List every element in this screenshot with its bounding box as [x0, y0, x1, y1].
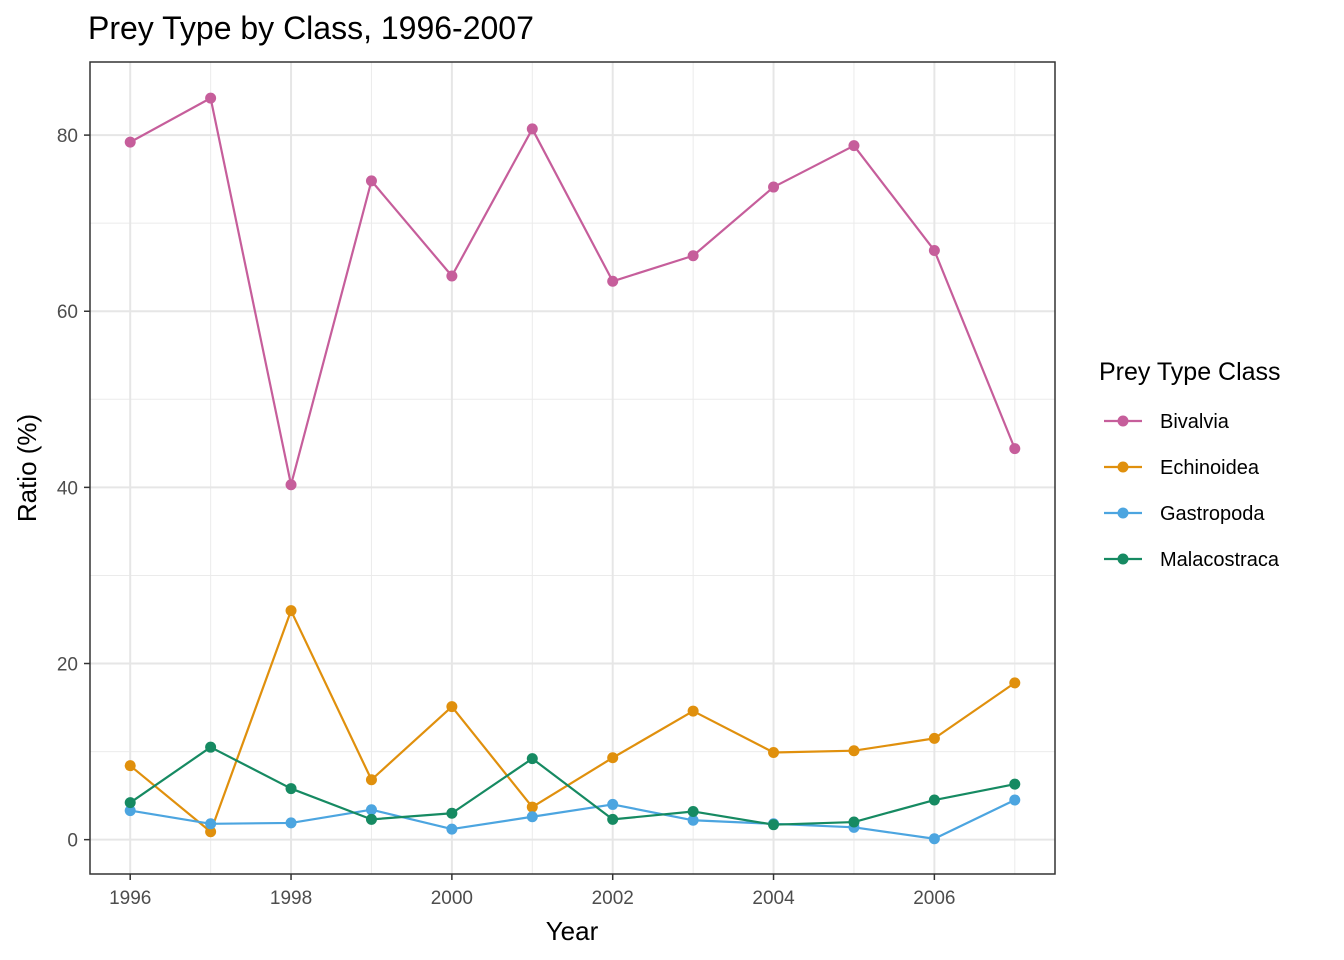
data-point-echinoidea	[928, 732, 940, 744]
series-line-gastropoda	[130, 799, 1016, 840]
data-point-gastropoda	[687, 814, 699, 826]
y-tick-label: 0	[67, 831, 78, 852]
legend-key-point-echinoidea	[1117, 461, 1129, 473]
data-point-echinoidea	[365, 774, 377, 786]
y-axis-title: Ratio (%)	[12, 414, 42, 522]
data-point-malacostraca	[526, 753, 538, 765]
data-point-bivalvia	[848, 140, 860, 152]
x-tick-label: 2000	[431, 888, 473, 909]
data-point-malacostraca	[285, 783, 297, 795]
panel-background	[90, 62, 1055, 874]
x-tick-label: 2006	[913, 888, 955, 909]
data-point-bivalvia	[205, 92, 217, 104]
data-point-malacostraca	[124, 797, 136, 809]
data-point-bivalvia	[124, 136, 136, 148]
y-tick-label: 80	[57, 126, 78, 147]
data-point-echinoidea	[848, 745, 860, 757]
data-point-malacostraca	[205, 741, 217, 753]
data-point-echinoidea	[607, 752, 619, 764]
data-point-gastropoda	[365, 804, 377, 816]
data-point-bivalvia	[607, 275, 619, 287]
data-point-echinoidea	[285, 605, 297, 617]
data-point-malacostraca	[607, 813, 619, 825]
legend: Prey Type Class Bivalvia Echinoidea Gastro…	[1099, 358, 1281, 571]
panel-border	[89, 61, 1056, 875]
series-line-bivalvia	[129, 97, 1016, 486]
series-line-echinoidea	[129, 609, 1016, 833]
x-tick-label: 2002	[592, 888, 634, 909]
data-point-echinoidea	[1009, 677, 1021, 689]
x-axis-title: Year	[546, 916, 599, 946]
data-point-gastropoda	[285, 817, 297, 829]
data-point-echinoidea	[446, 701, 458, 713]
data-point-bivalvia	[1009, 443, 1021, 455]
data-point-malacostraca	[768, 819, 780, 831]
data-point-malacostraca	[848, 816, 860, 828]
data-point-bivalvia	[446, 270, 458, 282]
legend-label-malacostraca: Malacostraca	[1160, 549, 1280, 571]
data-point-echinoidea	[526, 801, 538, 813]
legend-title: Prey Type Class	[1099, 358, 1281, 386]
y-tick-label: 60	[57, 302, 78, 323]
data-point-gastropoda	[124, 805, 136, 817]
data-point-malacostraca	[446, 807, 458, 819]
chart-title: Prey Type by Class, 1996-2007	[88, 10, 534, 46]
data-point-bivalvia	[365, 175, 377, 187]
data-point-malacostraca	[1009, 778, 1021, 790]
data-point-bivalvia	[526, 123, 538, 135]
series-line-malacostraca	[129, 746, 1016, 826]
legend-key-point-malacostraca	[1117, 553, 1129, 565]
data-point-bivalvia	[687, 250, 699, 262]
data-point-malacostraca	[687, 805, 699, 817]
legend-label-gastropoda: Gastropoda	[1160, 503, 1265, 525]
legend-key-point-gastropoda	[1117, 507, 1129, 519]
x-tick-label: 2004	[752, 888, 795, 909]
data-point-bivalvia	[285, 479, 297, 491]
legend-key-point-bivalvia	[1117, 415, 1129, 427]
y-tick-label: 20	[57, 655, 78, 676]
data-point-echinoidea	[124, 760, 136, 772]
legend-label-echinoidea: Echinoidea	[1160, 457, 1260, 479]
x-tick-label: 1996	[109, 888, 151, 909]
y-tick-label: 40	[57, 478, 78, 499]
data-point-gastropoda	[928, 833, 940, 845]
data-point-malacostraca	[928, 794, 940, 806]
data-point-gastropoda	[526, 811, 538, 823]
plot-area: 1996 1998 2000 2002 2004 2006 0 20 40 60 80	[57, 61, 1056, 909]
legend-label-bivalvia: Bivalvia	[1160, 411, 1230, 433]
data-point-bivalvia	[928, 244, 940, 256]
x-tick-label: 1998	[270, 888, 312, 909]
data-point-gastropoda	[446, 823, 458, 835]
data-point-gastropoda	[1009, 794, 1021, 806]
data-point-malacostraca	[365, 813, 377, 825]
data-point-gastropoda	[607, 798, 619, 810]
data-point-echinoidea	[205, 826, 217, 838]
data-point-gastropoda	[205, 818, 217, 830]
data-point-echinoidea	[768, 746, 780, 758]
data-point-bivalvia	[768, 181, 780, 193]
data-point-echinoidea	[687, 705, 699, 717]
